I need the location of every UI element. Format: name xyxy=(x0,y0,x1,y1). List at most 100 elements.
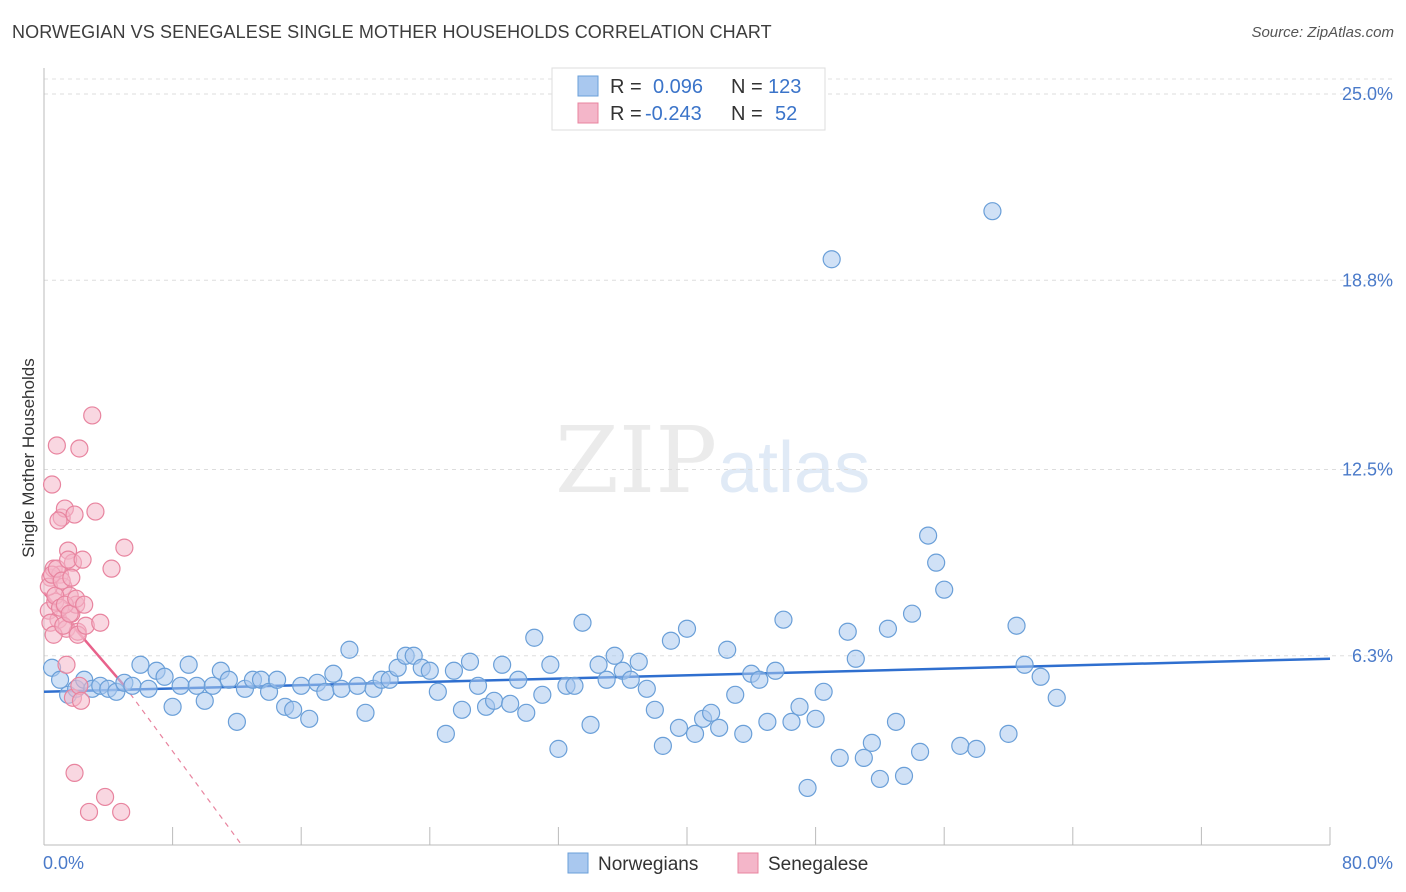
point-norwegian xyxy=(983,202,1002,221)
legend-swatch-senegalese xyxy=(577,102,599,124)
bottom-legend: Norwegians Senegalese xyxy=(567,852,868,875)
legend-n-label-1: N = xyxy=(731,76,763,98)
point-norwegian xyxy=(340,640,359,659)
watermark-atlas: atlas xyxy=(718,428,870,508)
point-norwegian xyxy=(324,664,343,683)
point-norwegian xyxy=(637,679,656,698)
point-norwegian xyxy=(645,700,664,719)
y-axis-title: Single Mother Households xyxy=(19,358,38,557)
point-norwegian xyxy=(565,676,584,695)
point-norwegian xyxy=(734,724,753,743)
point-norwegian xyxy=(179,655,198,674)
point-norwegian xyxy=(710,718,729,737)
legend: R = 0.096 N = 123 R = -0.243 N = 52 xyxy=(551,67,826,131)
point-norwegian xyxy=(50,670,70,689)
legend-swatch-norwegians xyxy=(577,75,599,97)
point-norwegian xyxy=(726,685,745,704)
point-senegalese xyxy=(91,613,110,632)
point-senegalese xyxy=(86,502,105,521)
point-norwegian xyxy=(460,652,480,671)
point-norwegian xyxy=(677,619,697,638)
point-norwegian xyxy=(517,703,536,722)
point-norwegian xyxy=(669,718,689,737)
point-norwegian xyxy=(493,655,512,674)
point-norwegian xyxy=(854,748,873,767)
source-credit: Source: ZipAtlas.com xyxy=(1251,24,1394,41)
trend-line-senegalese-extension xyxy=(123,685,243,846)
point-norwegian xyxy=(685,724,705,743)
point-norwegian xyxy=(902,604,922,623)
point-senegalese xyxy=(62,568,81,587)
point-norwegian xyxy=(549,739,568,758)
point-senegalese xyxy=(57,655,76,674)
bottom-legend-senegalese: Senegalese xyxy=(768,854,868,875)
point-norwegian xyxy=(525,628,544,647)
bottom-legend-norwegians: Norwegians xyxy=(598,854,698,875)
point-senegalese xyxy=(70,439,89,458)
legend-n-label-2: N = xyxy=(731,103,763,125)
point-senegalese xyxy=(65,505,84,524)
point-norwegian xyxy=(798,778,817,798)
point-norwegian xyxy=(332,679,351,698)
point-norwegian xyxy=(894,766,914,786)
point-norwegian xyxy=(661,631,681,650)
point-norwegian xyxy=(935,580,954,599)
point-norwegian xyxy=(436,724,455,743)
point-norwegian xyxy=(428,682,447,701)
point-senegalese xyxy=(49,511,68,530)
watermark: ZIP atlas xyxy=(555,407,870,514)
point-senegalese xyxy=(79,802,99,822)
point-norwegian xyxy=(292,676,311,695)
point-norwegian xyxy=(1015,655,1034,674)
point-norwegian xyxy=(774,610,793,629)
point-senegalese xyxy=(70,676,89,695)
point-norwegian xyxy=(203,676,222,695)
y-tick-label: 6.3% xyxy=(1352,646,1393,666)
y-tick-label: 25.0% xyxy=(1342,84,1393,104)
point-senegalese xyxy=(83,406,102,425)
point-senegalese xyxy=(73,550,92,569)
point-norwegian xyxy=(195,691,214,710)
watermark-zip: ZIP xyxy=(555,407,717,514)
point-norwegian xyxy=(468,676,488,695)
point-norwegian xyxy=(589,655,608,674)
legend-r-label-2: R = xyxy=(610,103,642,125)
point-norwegian xyxy=(838,622,857,641)
point-norwegian xyxy=(702,703,721,722)
point-norwegian xyxy=(155,667,174,686)
legend-n-value-2: 52 xyxy=(775,103,797,125)
point-norwegian xyxy=(171,676,190,695)
point-norwegian xyxy=(718,640,737,659)
y-tick-label: 18.8% xyxy=(1342,270,1393,290)
point-norwegian xyxy=(284,700,303,719)
point-norwegian xyxy=(509,670,528,689)
point-norwegian xyxy=(348,676,367,695)
point-senegalese xyxy=(95,787,115,807)
point-norwegian xyxy=(878,619,898,638)
point-norwegian xyxy=(951,736,970,755)
point-norwegian xyxy=(750,670,769,689)
data-points xyxy=(39,202,1066,822)
point-senegalese xyxy=(65,763,84,783)
point-senegalese xyxy=(115,538,134,557)
point-norwegian xyxy=(830,748,849,767)
point-norwegian xyxy=(814,682,833,701)
point-norwegian xyxy=(870,769,890,789)
point-norwegian xyxy=(316,682,335,701)
point-norwegian xyxy=(605,646,624,665)
point-norwegian xyxy=(533,685,552,704)
point-norwegian xyxy=(485,691,504,710)
legend-n-value-1: 123 xyxy=(768,76,801,98)
point-norwegian xyxy=(1007,616,1026,635)
point-norwegian xyxy=(790,697,809,716)
point-norwegian xyxy=(1047,688,1066,707)
point-norwegian xyxy=(927,553,946,572)
point-norwegian xyxy=(629,652,648,671)
point-norwegian xyxy=(163,697,182,716)
point-senegalese xyxy=(112,802,131,822)
point-norwegian xyxy=(267,670,287,689)
point-norwegian xyxy=(131,655,150,674)
point-norwegian xyxy=(999,724,1018,743)
point-norwegian xyxy=(300,709,319,728)
